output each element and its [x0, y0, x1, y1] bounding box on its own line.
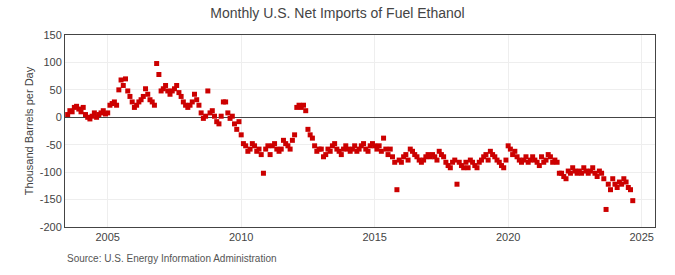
- svg-text:150: 150: [43, 29, 61, 41]
- svg-text:2015: 2015: [362, 231, 386, 243]
- svg-text:Thousand Barrels per Day: Thousand Barrels per Day: [23, 66, 35, 195]
- svg-text:2010: 2010: [229, 231, 253, 243]
- svg-text:2005: 2005: [95, 231, 119, 243]
- svg-text:Source: U.S. Energy Informatio: Source: U.S. Energy Information Administ…: [67, 253, 277, 264]
- svg-text:-150: -150: [40, 193, 62, 205]
- svg-text:-50: -50: [46, 139, 62, 151]
- svg-text:-100: -100: [40, 166, 62, 178]
- svg-text:Monthly U.S. Net Imports of Fu: Monthly U.S. Net Imports of Fuel Ethanol: [210, 5, 464, 21]
- svg-text:0: 0: [56, 111, 62, 123]
- svg-text:2020: 2020: [496, 231, 520, 243]
- svg-text:100: 100: [43, 56, 61, 68]
- svg-text:50: 50: [50, 84, 62, 96]
- svg-text:2025: 2025: [629, 231, 653, 243]
- svg-text:-200: -200: [40, 221, 62, 233]
